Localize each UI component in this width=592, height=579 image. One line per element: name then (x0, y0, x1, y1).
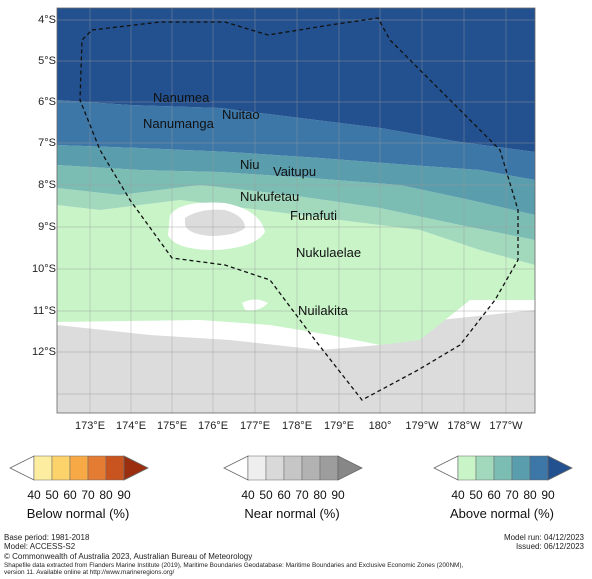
colorbar-below-normal (9, 455, 149, 481)
lon-label: 180° (368, 420, 392, 432)
legend-tick: 40 (451, 488, 465, 502)
lon-label: 179°W (405, 420, 439, 432)
lon-label: 179°E (323, 420, 355, 432)
lat-label: 11°S (32, 305, 56, 317)
legend-tick: 60 (487, 488, 501, 502)
lon-label: 177°W (489, 420, 523, 432)
colorbar-near-normal (223, 455, 363, 481)
lat-label: 7°S (38, 137, 56, 149)
above-50-band (57, 185, 535, 265)
island-label-funafuti: Funafuti (290, 208, 337, 223)
island-label-niu: Niu (240, 157, 260, 172)
lat-label: 4°S (38, 14, 56, 26)
shapefile-credit-line1: Shapefile data extracted from Flanders M… (4, 562, 464, 569)
legend-tick: 60 (63, 488, 77, 502)
legend-tick: 90 (331, 488, 345, 502)
legend-title: Above normal (%) (449, 506, 555, 521)
legend-below-normal: 40 50 60 70 80 90 Below normal (%) (8, 452, 163, 521)
island-label-nukulaelae: Nukulaelae (296, 245, 362, 260)
above-60-band (57, 165, 535, 240)
legend-tick: 50 (469, 488, 483, 502)
island-label-nukufetau: Nukufetau (240, 189, 300, 204)
lon-label: 176°E (197, 420, 229, 432)
legend-tick: 50 (259, 488, 273, 502)
model-run-text: Model run: 04/12/2023 (503, 533, 584, 542)
lat-label: 10°S (32, 263, 56, 275)
legend-tick: 90 (541, 488, 555, 502)
map-frame (56, 7, 536, 414)
model-text: Model: ACCESS-S2 (4, 542, 76, 551)
lon-label: 173°E (74, 420, 106, 432)
legend-title: Below normal (%) (26, 506, 130, 521)
legend-tick: 70 (81, 488, 95, 502)
above-70-band (57, 145, 535, 215)
copyright-text: © Commonwealth of Australia 2023, Austra… (4, 552, 253, 561)
legend-tick: 60 (277, 488, 291, 502)
legend-tick: 40 (241, 488, 255, 502)
island-label-vaitupu: Vaitupu (273, 164, 317, 179)
island-label-nanumea: Nanumea (153, 90, 210, 105)
lat-label: 8°S (38, 179, 56, 191)
lat-label: 9°S (38, 221, 56, 233)
lon-label: 174°E (115, 420, 147, 432)
legend-tick: 80 (99, 488, 113, 502)
legend-tick: 70 (295, 488, 309, 502)
colorbar-above-normal (433, 455, 573, 481)
legend-tick: 40 (27, 488, 41, 502)
lat-label: 5°S (38, 55, 56, 67)
above-80-band (57, 100, 535, 180)
legend-title: Near normal (%) (244, 506, 340, 521)
legend-above-normal: 40 50 60 70 80 90 Above normal (%) (432, 452, 587, 521)
island-label-nuitao: Nuitao (222, 107, 260, 122)
issued-text: Issued: 06/12/2023 (515, 542, 584, 551)
legend-tick: 70 (505, 488, 519, 502)
shapefile-credit-line2: version 11. Available online at http://w… (4, 569, 175, 576)
lon-label: 177°E (239, 420, 271, 432)
near-normal-patch-inner (185, 209, 245, 236)
base-period-text: Base period: 1981-2018 (4, 533, 90, 542)
legend-tick: 50 (45, 488, 59, 502)
lon-label: 175°E (156, 420, 188, 432)
forecast-map (56, 7, 536, 414)
lat-label: 12°S (32, 346, 56, 358)
legend-near-normal: 40 50 60 70 80 90 Near normal (%) (222, 452, 377, 521)
lon-label: 178°E (281, 420, 313, 432)
legend-tick: 80 (523, 488, 537, 502)
lon-label: 178°W (447, 420, 481, 432)
above-90-band (57, 8, 535, 152)
island-label-nanumanga: Nanumanga (143, 116, 214, 131)
legend-tick: 90 (117, 488, 131, 502)
legend-tick: 80 (313, 488, 327, 502)
lat-label: 6°S (38, 96, 56, 108)
island-label-nuilakita: Nuilakita (298, 303, 348, 318)
